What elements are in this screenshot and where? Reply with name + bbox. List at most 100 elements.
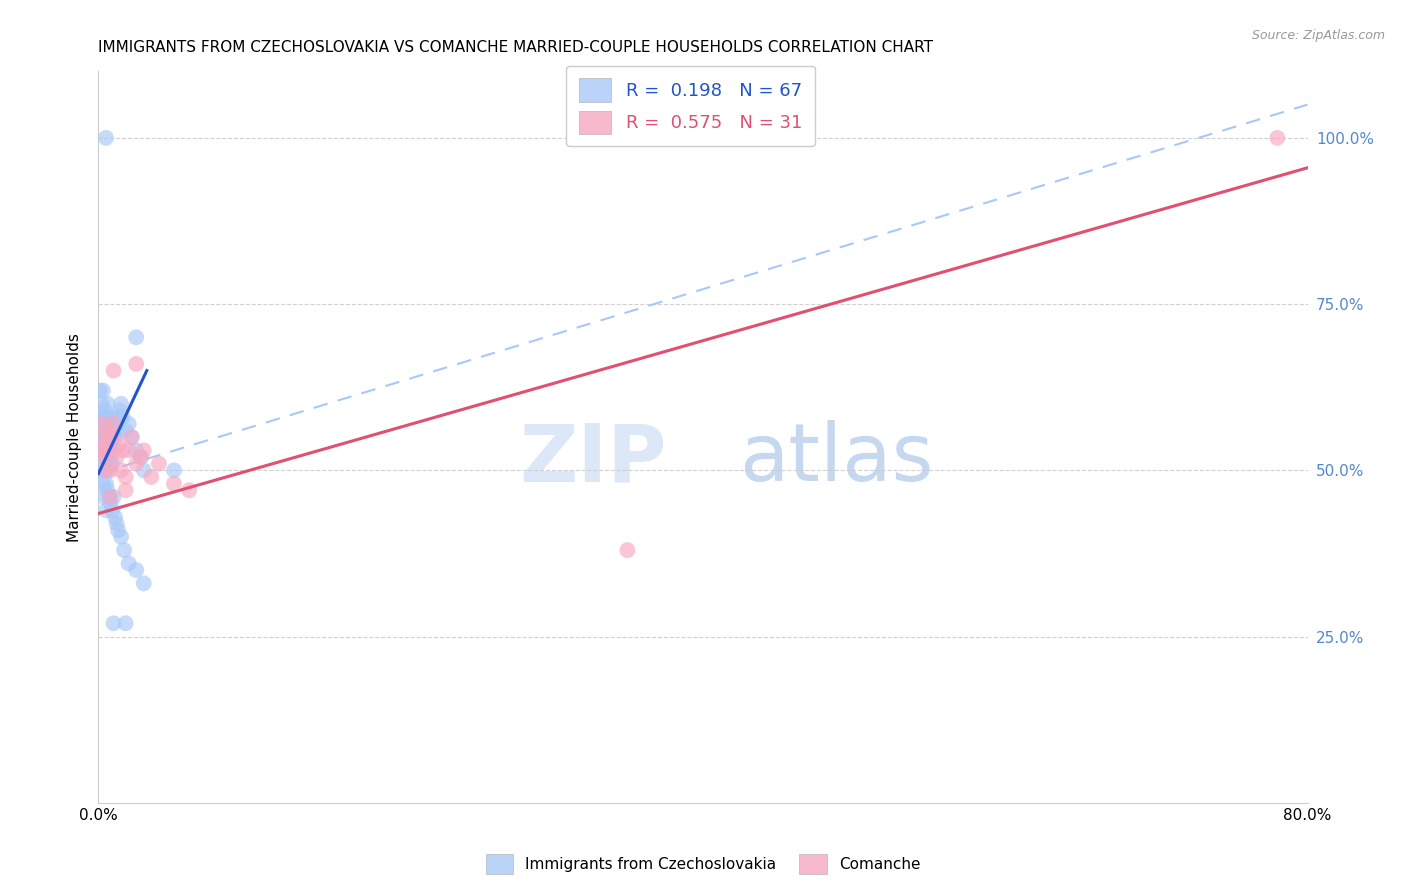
- Point: [107, 523, 129, 537]
- Point: [103, 490, 125, 504]
- Point: [96, 424, 118, 438]
- Point: [179, 483, 201, 498]
- Point: [1267, 131, 1289, 145]
- Point: [114, 616, 136, 631]
- Point: [114, 483, 136, 498]
- Point: [94, 450, 117, 464]
- Point: [93, 463, 115, 477]
- Point: [101, 503, 124, 517]
- Point: [91, 417, 114, 431]
- Point: [90, 397, 112, 411]
- Point: [93, 450, 115, 464]
- Point: [91, 384, 114, 398]
- Point: [96, 443, 118, 458]
- Point: [101, 417, 124, 431]
- Point: [111, 410, 134, 425]
- Point: [100, 497, 122, 511]
- Point: [93, 424, 115, 438]
- Point: [94, 436, 117, 450]
- Text: ZIP: ZIP: [519, 420, 666, 498]
- Point: [125, 563, 148, 577]
- Point: [114, 424, 136, 438]
- Point: [100, 490, 122, 504]
- Point: [118, 557, 141, 571]
- Point: [94, 476, 117, 491]
- Point: [125, 357, 148, 371]
- Point: [105, 450, 128, 464]
- Point: [89, 430, 111, 444]
- Point: [94, 131, 117, 145]
- Point: [141, 470, 163, 484]
- Point: [101, 436, 124, 450]
- Point: [89, 384, 111, 398]
- Text: IMMIGRANTS FROM CZECHOSLOVAKIA VS COMANCHE MARRIED-COUPLE HOUSEHOLDS CORRELATION: IMMIGRANTS FROM CZECHOSLOVAKIA VS COMANC…: [98, 40, 934, 55]
- Text: atlas: atlas: [740, 420, 934, 498]
- Point: [104, 430, 127, 444]
- Point: [110, 397, 132, 411]
- Point: [163, 463, 186, 477]
- Point: [107, 436, 129, 450]
- Point: [125, 330, 148, 344]
- Point: [96, 424, 118, 438]
- Point: [94, 463, 117, 477]
- Point: [90, 417, 112, 431]
- Point: [148, 457, 170, 471]
- Point: [112, 543, 135, 558]
- Point: [103, 443, 125, 458]
- Point: [100, 450, 122, 464]
- Point: [100, 463, 122, 477]
- Point: [91, 410, 114, 425]
- Point: [111, 443, 134, 458]
- Point: [105, 516, 128, 531]
- Point: [103, 417, 125, 431]
- Y-axis label: Married-couple Households: Married-couple Households: [67, 333, 83, 541]
- Point: [98, 457, 121, 471]
- Point: [121, 430, 143, 444]
- Point: [125, 443, 148, 458]
- Point: [89, 410, 111, 425]
- Point: [98, 417, 121, 431]
- Point: [108, 403, 131, 417]
- Point: [104, 509, 127, 524]
- Legend: R =  0.198   N = 67, R =  0.575   N = 31: R = 0.198 N = 67, R = 0.575 N = 31: [567, 66, 815, 146]
- Point: [121, 430, 143, 444]
- Point: [93, 403, 115, 417]
- Point: [105, 410, 128, 425]
- Legend: Immigrants from Czechoslovakia, Comanche: Immigrants from Czechoslovakia, Comanche: [479, 848, 927, 880]
- Point: [118, 417, 141, 431]
- Point: [93, 490, 115, 504]
- Point: [90, 430, 112, 444]
- Point: [96, 463, 118, 477]
- Point: [94, 410, 117, 425]
- Point: [93, 443, 115, 458]
- Point: [98, 443, 121, 458]
- Point: [110, 463, 132, 477]
- Point: [91, 450, 114, 464]
- Point: [125, 457, 148, 471]
- Point: [94, 503, 117, 517]
- Point: [91, 430, 114, 444]
- Point: [96, 397, 118, 411]
- Point: [98, 490, 121, 504]
- Point: [132, 443, 155, 458]
- Point: [132, 576, 155, 591]
- Point: [101, 430, 124, 444]
- Point: [129, 450, 152, 464]
- Point: [90, 463, 112, 477]
- Point: [98, 436, 121, 450]
- Point: [100, 430, 122, 444]
- Point: [103, 424, 125, 438]
- Point: [101, 457, 124, 471]
- Text: Source: ZipAtlas.com: Source: ZipAtlas.com: [1251, 29, 1385, 43]
- Point: [163, 476, 186, 491]
- Point: [616, 543, 638, 558]
- Point: [118, 443, 141, 458]
- Point: [100, 410, 122, 425]
- Point: [103, 363, 125, 377]
- Point: [132, 463, 155, 477]
- Point: [129, 450, 152, 464]
- Point: [91, 476, 114, 491]
- Point: [96, 483, 118, 498]
- Point: [94, 430, 117, 444]
- Point: [89, 443, 111, 458]
